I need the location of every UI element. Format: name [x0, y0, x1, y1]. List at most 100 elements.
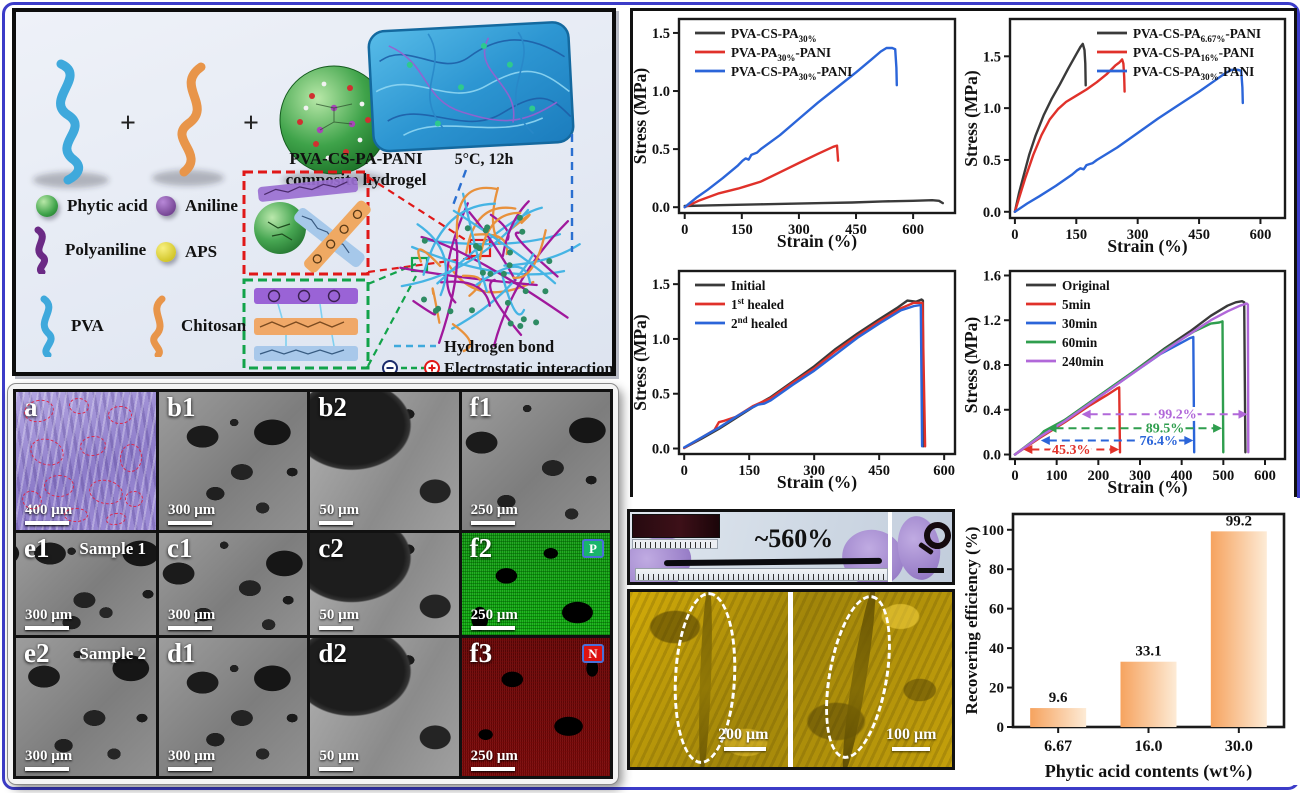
stretch-photo: ~560%: [627, 509, 955, 585]
svg-text:150: 150: [731, 222, 753, 238]
bond-legend: Hydrogen bond Electrostatic interaction: [382, 337, 612, 372]
svg-text:1.0: 1.0: [652, 332, 670, 348]
svg-text:80: 80: [989, 562, 1004, 578]
micrograph-panel: a 400 μm b1 300 μm b2 50 μm f1 250 μm e1 Sample 1…: [8, 384, 618, 784]
svg-text:0: 0: [681, 222, 688, 238]
photo-divider: [788, 592, 793, 767]
svg-text:33.1: 33.1: [1135, 644, 1161, 660]
svg-text:PVA-CS-PA30%​: PVA-CS-PA30%​: [731, 26, 817, 44]
svg-text:0.0: 0.0: [652, 200, 670, 216]
stress-strain-charts-panel: 0 150 300 450 600 0.0 0.5 1.0 1.5 Strain (%) Stres…: [630, 8, 1297, 504]
legend-label: Polyaniline: [65, 240, 147, 259]
scale-label: 50 μm: [319, 502, 359, 525]
scale-label: 300 μm: [25, 748, 72, 771]
panel-letter: b1: [167, 392, 196, 422]
plus-sign-2: +: [243, 108, 259, 139]
scale-label: 250 μm: [470, 748, 518, 771]
chart-healing-cycles: 0 150 300 450 600 0.0 0.5 1.0 1.5 Strain (%) Stres…: [630, 263, 964, 504]
purple-sphere-icon: [156, 196, 176, 216]
scale-bar: [319, 767, 354, 771]
micrograph-a: a 400 μm: [16, 392, 156, 530]
legend-item-aniline: Aniline: [156, 184, 238, 228]
scale-bar: [168, 626, 212, 630]
hydrogen-bond-label: Hydrogen bond: [444, 337, 554, 356]
blue-chain-icon: [40, 295, 55, 357]
pore-outline: [108, 405, 133, 424]
svg-text:40: 40: [989, 641, 1004, 657]
svg-text:2nd​ healed: 2nd​ healed: [731, 315, 788, 331]
svg-text:PVA-PA30%​-PANI: PVA-PA30%​-PANI: [731, 45, 831, 63]
svg-text:1.6: 1.6: [983, 268, 1001, 284]
scale-label: 300 μm: [168, 607, 215, 630]
svg-text:450: 450: [845, 222, 867, 238]
chartA-svg: 0 150 300 450 600 0.0 0.5 1.0 1.5 Strain (%) Stres…: [630, 17, 957, 251]
svg-text:Strain (%): Strain (%): [777, 231, 857, 251]
svg-text:Strain (%): Strain (%): [1107, 477, 1187, 497]
micrograph-e2: e2 Sample 2 300 μm: [16, 638, 156, 776]
svg-text:1.0: 1.0: [983, 101, 1001, 117]
svg-text:PVA-CS-PA30%​-PANI: PVA-CS-PA30%​-PANI: [731, 64, 852, 82]
svg-text:Recovering efficiency (%): Recovering efficiency (%): [963, 527, 981, 715]
scale-bar: [25, 521, 69, 525]
ruler: [635, 568, 888, 581]
hydrogel-block: [367, 21, 575, 153]
svg-text:400: 400: [1171, 468, 1193, 484]
svg-text:0.5: 0.5: [983, 153, 1001, 169]
svg-text:450: 450: [868, 463, 890, 479]
svg-text:Initial: Initial: [731, 278, 766, 293]
legend-item-phytic-acid: Phytic acid: [36, 184, 148, 228]
recovering-efficiency-chart: 0 20 40 60 80 100 9.6 6.67 33.1 16.0 99.2 30.0 Phyti…: [962, 498, 1300, 785]
panel-letter: f3: [469, 638, 493, 668]
panel-letter: e1: [24, 533, 50, 563]
micrograph-e1: e1 Sample 1 300 μm: [16, 533, 156, 635]
schematic-graphics: + + 5°C, 12h: [33, 21, 612, 372]
micrograph-b2: b2 50 μm: [310, 392, 459, 530]
svg-text:Stress (MPa): Stress (MPa): [964, 317, 981, 414]
pore-outline: [44, 474, 74, 497]
micrograph-d1: d1 300 μm: [159, 638, 308, 776]
product-label-line1: PVA-CS-PA-PANI: [289, 149, 423, 168]
yellow-sphere-icon: [156, 242, 176, 262]
svg-text:0.5: 0.5: [652, 387, 670, 403]
micrograph-c2: c2 50 μm: [310, 533, 459, 635]
svg-text:0.4: 0.4: [983, 403, 1001, 419]
svg-text:Strain (%): Strain (%): [1107, 236, 1187, 256]
purple-chain-icon: [34, 226, 48, 274]
scale-bar: [25, 626, 69, 630]
legend-label: Phytic acid: [67, 196, 148, 215]
panel-letter: f1: [469, 392, 493, 422]
legend-label: PVA: [71, 316, 104, 335]
svg-text:Stress (MPa): Stress (MPa): [633, 314, 650, 411]
zoom-connector-lines: [450, 134, 574, 252]
panel-letter: f2: [469, 533, 493, 563]
pore-outline: [63, 507, 88, 522]
element-badge-N: N: [581, 644, 604, 663]
pore-outline: [125, 491, 144, 508]
minus-charge-icon: [382, 360, 398, 372]
legend-label: Chitosan: [181, 316, 247, 335]
inset-ruler: [632, 539, 718, 549]
svg-text:600: 600: [1254, 468, 1276, 484]
micrograph-f2: f2 P 250 μm: [461, 533, 610, 635]
svg-text:600: 600: [902, 222, 924, 238]
chartD-svg: 0 100 200 300 400 500 600 0.0 0.4 0.8 1.2 1.6 Strain…: [961, 268, 1287, 497]
svg-text:30.0: 30.0: [1225, 738, 1253, 755]
scale-label: 50 μm: [319, 607, 359, 630]
scale-bar: [470, 626, 515, 630]
svg-text:Stress (MPa): Stress (MPa): [964, 70, 981, 167]
chart-composition-comparison: 0 150 300 450 600 0.0 0.5 1.0 1.5 Strain (%) Stres…: [630, 11, 964, 263]
green-sphere-icon: [36, 195, 58, 217]
electrostatic-label: Electrostatic interaction: [444, 359, 612, 372]
scale-bar: [892, 747, 930, 751]
svg-text:300: 300: [1129, 468, 1151, 484]
svg-text:5min: 5min: [1062, 297, 1091, 312]
svg-text:0: 0: [997, 720, 1005, 736]
polymer-network: [399, 186, 581, 353]
svg-text:500: 500: [1212, 468, 1234, 484]
scale-bar: [724, 747, 766, 751]
scale-bar: [25, 767, 69, 771]
pore-outline: [118, 443, 143, 474]
svg-text:600: 600: [1250, 227, 1272, 243]
chartB-svg: 0 150 300 450 600 0.0 0.5 1.0 1.5 Strain (%) Stres…: [961, 17, 1287, 256]
scale-label: 300 μm: [168, 502, 215, 525]
